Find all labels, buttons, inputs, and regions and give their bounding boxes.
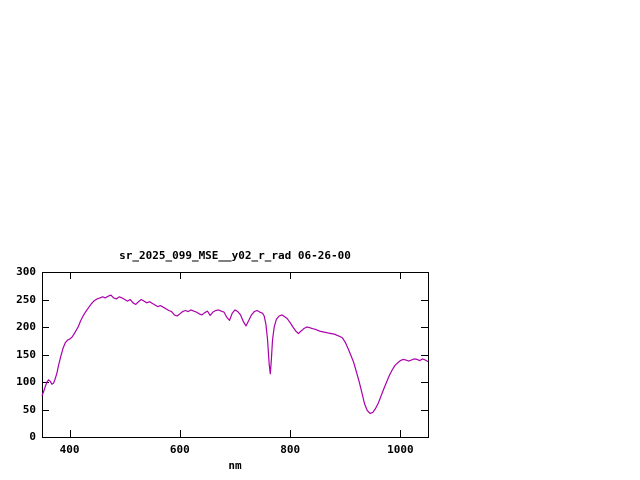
y-tick-label: 150 <box>16 347 36 361</box>
y-tick-label: 200 <box>16 320 36 333</box>
series-line <box>41 294 429 414</box>
x-tick-label: 1000 <box>387 443 414 456</box>
y-tick-label: 0 <box>29 430 36 443</box>
y-tick-label: 50 <box>22 402 36 416</box>
y-tick-label: 250 <box>16 292 36 306</box>
x-tick-label: 800 <box>280 443 301 456</box>
x-tick-label: 400 <box>59 443 80 456</box>
chart-title: sr_2025_099_MSE__y02_r_rad 06-26-00 <box>119 249 351 262</box>
y-tick-label: 300 <box>16 265 36 278</box>
y-tick-label: 100 <box>16 375 36 388</box>
x-tick-label: 600 <box>169 443 190 456</box>
x-axis-title: nm <box>228 459 242 472</box>
